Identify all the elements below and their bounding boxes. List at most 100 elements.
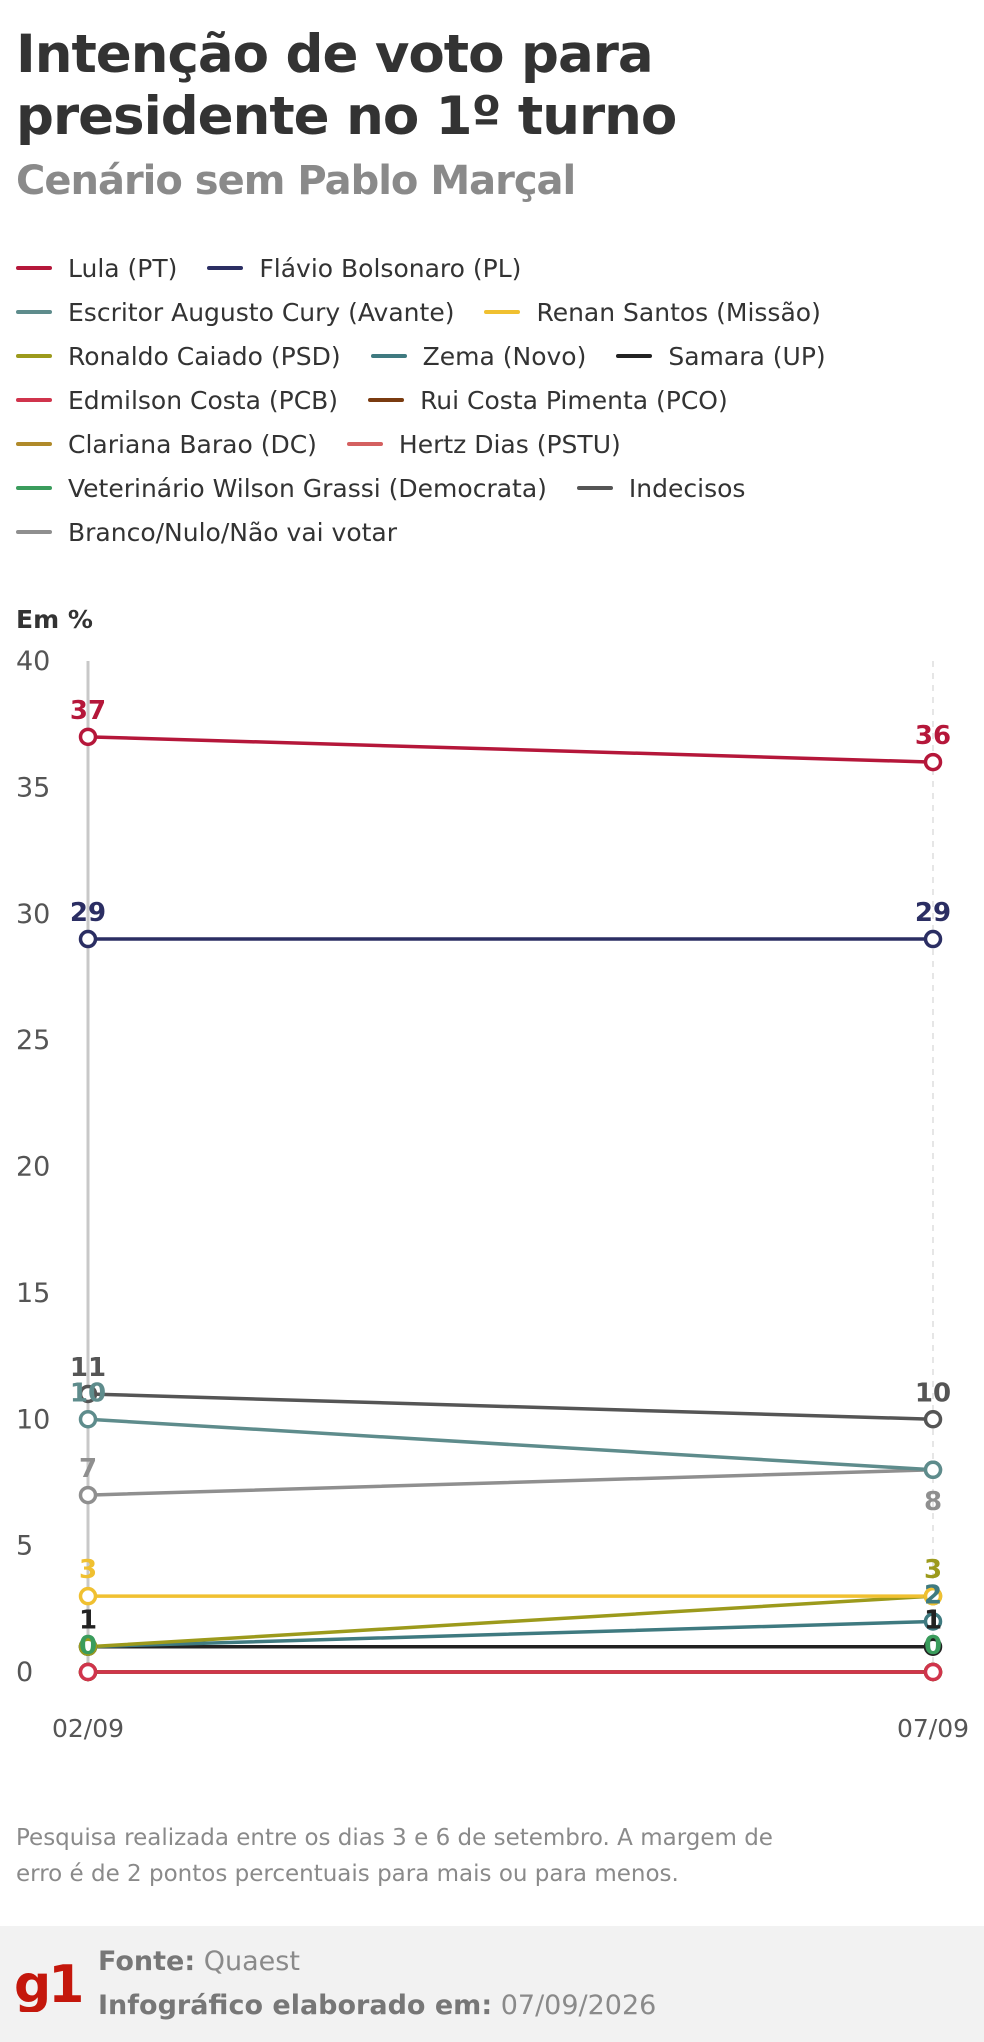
g1-logo: g1 bbox=[14, 1955, 82, 2012]
legend-swatch bbox=[346, 442, 383, 446]
data-point bbox=[923, 929, 943, 949]
legend-swatch bbox=[16, 354, 52, 358]
legend-swatch bbox=[576, 486, 613, 490]
data-point bbox=[78, 1410, 98, 1429]
data-point bbox=[78, 1384, 98, 1404]
legend-swatch bbox=[16, 310, 52, 314]
legend-item: Indecisos bbox=[576, 466, 746, 510]
data-point bbox=[78, 1662, 98, 1682]
legend-label: Hertz Dias (PSTU) bbox=[398, 429, 621, 459]
legend-label: Flávio Bolsonaro (PL) bbox=[259, 253, 522, 283]
data-label: 11 bbox=[70, 1353, 106, 1383]
data-label: 0 bbox=[924, 1631, 942, 1661]
legend-swatch bbox=[370, 354, 407, 358]
legend-label: Escritor Augusto Cury (Avante) bbox=[68, 297, 455, 327]
series-line bbox=[86, 1619, 935, 1649]
data-label: 0 bbox=[79, 1631, 97, 1661]
data-point bbox=[923, 752, 943, 772]
series-line bbox=[86, 735, 935, 764]
legend-label: Ronaldo Caiado (PSD) bbox=[68, 341, 341, 371]
legend-label: Indecisos bbox=[628, 473, 746, 503]
data-label: 8 bbox=[924, 1487, 942, 1517]
legend-item: Ronaldo Caiado (PSD) bbox=[16, 334, 341, 378]
data-point bbox=[923, 1460, 943, 1480]
legend-swatch bbox=[16, 398, 52, 402]
data-point bbox=[923, 1586, 943, 1606]
legend-item: Edmilson Costa (PCB) bbox=[16, 378, 338, 422]
legend-item: Rui Costa Pimenta (PCO) bbox=[368, 378, 728, 422]
made-label: Infográfico elaborado em: bbox=[98, 1990, 493, 2021]
made-value: 07/09/2026 bbox=[500, 1990, 657, 2021]
data-point bbox=[923, 1612, 943, 1631]
legend-item: Lula (PT) bbox=[16, 246, 177, 290]
data-point bbox=[78, 1586, 98, 1606]
made-line: Infográfico elaborado em: 07/09/2026 bbox=[98, 1990, 656, 2021]
data-point bbox=[78, 929, 98, 949]
source-value: Quaest bbox=[203, 1946, 300, 1977]
data-label: 10 bbox=[70, 1378, 106, 1408]
data-label: 7 bbox=[79, 1454, 97, 1484]
data-label: 10 bbox=[915, 1378, 951, 1408]
data-point bbox=[923, 1662, 943, 1682]
series-line bbox=[86, 1468, 935, 1497]
y-tick-label: 15 bbox=[16, 1278, 50, 1309]
legend-label: Clariana Barao (DC) bbox=[68, 429, 317, 459]
legend-label: Rui Costa Pimenta (PCO) bbox=[420, 385, 728, 415]
data-label: 3 bbox=[79, 1555, 97, 1585]
data-label: 37 bbox=[70, 696, 106, 726]
x-tick-label: 02/09 bbox=[52, 1714, 124, 1743]
legend-swatch bbox=[484, 310, 521, 314]
legend-swatch bbox=[16, 266, 52, 270]
y-tick-label: 35 bbox=[16, 772, 50, 803]
data-label: 36 bbox=[915, 721, 951, 751]
svg-text:g1: g1 bbox=[14, 1955, 81, 2012]
legend-label: Lula (PT) bbox=[68, 253, 178, 283]
legend-swatch bbox=[16, 442, 52, 446]
legend: Lula (PT) Flávio Bolsonaro (PL) Escritor A… bbox=[16, 246, 966, 554]
y-tick-label: 20 bbox=[16, 1152, 50, 1183]
legend-swatch bbox=[616, 354, 653, 358]
series-line bbox=[86, 1392, 935, 1421]
legend-label: Zema (Novo) bbox=[422, 341, 587, 371]
data-label: 1 bbox=[79, 1606, 97, 1636]
series-line bbox=[86, 1594, 935, 1649]
chart-title: Intenção de voto para presidente no 1º t… bbox=[16, 24, 677, 147]
legend-item: Escritor Augusto Cury (Avante) bbox=[16, 290, 454, 334]
legend-item: Veterinário Wilson Grassi (Democrata) bbox=[16, 466, 547, 510]
legend-label: Veterinário Wilson Grassi (Democrata) bbox=[68, 473, 547, 503]
chart-subtitle: Cenário sem Pablo Marçal bbox=[16, 158, 576, 204]
y-tick-label: 40 bbox=[16, 646, 50, 677]
legend-item: Renan Santos (Missão) bbox=[484, 290, 821, 334]
source-label: Fonte: bbox=[98, 1946, 196, 1977]
data-label: 1 bbox=[924, 1606, 942, 1636]
methodology-note: Pesquisa realizada entre os dias 3 e 6 d… bbox=[16, 1825, 773, 1887]
y-tick-label: 0 bbox=[16, 1657, 33, 1688]
legend-swatch bbox=[16, 530, 52, 534]
legend-swatch bbox=[368, 398, 405, 402]
legend-label: Edmilson Costa (PCB) bbox=[68, 385, 339, 415]
y-tick-label: 25 bbox=[16, 1025, 50, 1056]
legend-label: Samara (UP) bbox=[668, 341, 826, 371]
data-point bbox=[78, 1485, 98, 1505]
y-axis-label: Em % bbox=[16, 605, 93, 634]
data-label: 29 bbox=[915, 898, 951, 928]
legend-item: Zema (Novo) bbox=[370, 334, 587, 378]
data-label: 29 bbox=[70, 898, 106, 928]
legend-label: Renan Santos (Missão) bbox=[536, 297, 821, 327]
legend-label: Branco/Nulo/Não vai votar bbox=[68, 517, 398, 547]
data-point bbox=[78, 1637, 98, 1656]
data-point bbox=[923, 1637, 943, 1656]
legend-item: Hertz Dias (PSTU) bbox=[346, 422, 621, 466]
legend-swatch bbox=[207, 266, 244, 270]
legend-item: Branco/Nulo/Não vai votar bbox=[16, 510, 397, 554]
source-line: Fonte: Quaest bbox=[98, 1946, 300, 1977]
legend-swatch bbox=[16, 486, 52, 490]
legend-item: Clariana Barao (DC) bbox=[16, 422, 317, 466]
data-point bbox=[923, 1410, 943, 1429]
y-tick-label: 30 bbox=[16, 899, 50, 930]
footer: g1 Fonte: Quaest Infográfico elaborado e… bbox=[0, 1926, 984, 2042]
x-tick-label: 07/09 bbox=[897, 1714, 969, 1743]
data-label: 2 bbox=[924, 1580, 942, 1610]
series-line bbox=[86, 1417, 935, 1472]
